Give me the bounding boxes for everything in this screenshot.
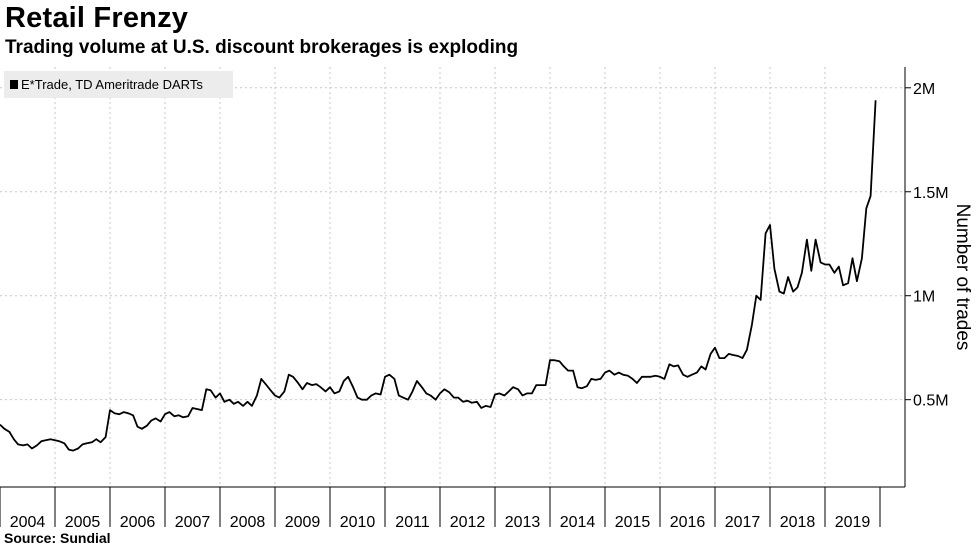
x-tick-label: 2019	[835, 514, 871, 531]
chart-title: Retail Frenzy	[5, 2, 189, 34]
x-tick-label: 2008	[230, 514, 266, 531]
y-axis-label: Number of trades	[952, 204, 973, 351]
x-axis-ticks: 2004 2005 2006 2007 2008 2009 2010 2011 2012 2013…	[0, 487, 881, 531]
x-tick-label: 2018	[780, 514, 816, 531]
legend-swatch	[10, 80, 18, 89]
y-tick-label: 2M	[913, 81, 935, 98]
chart-subtitle: Trading volume at U.S. discount brokerag…	[5, 37, 519, 58]
x-tick-label: 2006	[120, 514, 156, 531]
chart-source: Source: Sundial	[4, 530, 111, 546]
x-tick-label: 2016	[670, 514, 706, 531]
x-tick-label: 2014	[560, 514, 596, 531]
series-group	[0, 100, 877, 452]
y-tick-label: 1.5M	[913, 185, 949, 202]
x-tick-label: 2017	[725, 514, 761, 531]
y-tick-label: 0.5M	[913, 393, 949, 410]
x-tick-label: 2005	[65, 514, 101, 531]
gridlines	[0, 67, 905, 487]
x-tick-label: 2009	[285, 514, 321, 531]
x-tick-label: 2015	[615, 514, 651, 531]
y-tick-label: 1M	[913, 289, 935, 306]
x-tick-label: 2013	[505, 514, 541, 531]
legend: E*Trade, TD Ameritrade DARTs	[4, 71, 233, 98]
series-line	[0, 100, 877, 452]
x-tick-label: 2010	[340, 514, 376, 531]
legend-background	[4, 71, 233, 98]
x-tick-label: 2012	[450, 514, 486, 531]
x-tick-label: 2004	[10, 514, 46, 531]
y-axis-ticks: 0.5M 1M 1.5M 2M	[905, 81, 949, 410]
plot-frame	[0, 67, 906, 488]
legend-label: E*Trade, TD Ameritrade DARTs	[21, 77, 203, 92]
x-tick-label: 2011	[395, 514, 430, 531]
x-tick-label: 2007	[175, 514, 211, 531]
